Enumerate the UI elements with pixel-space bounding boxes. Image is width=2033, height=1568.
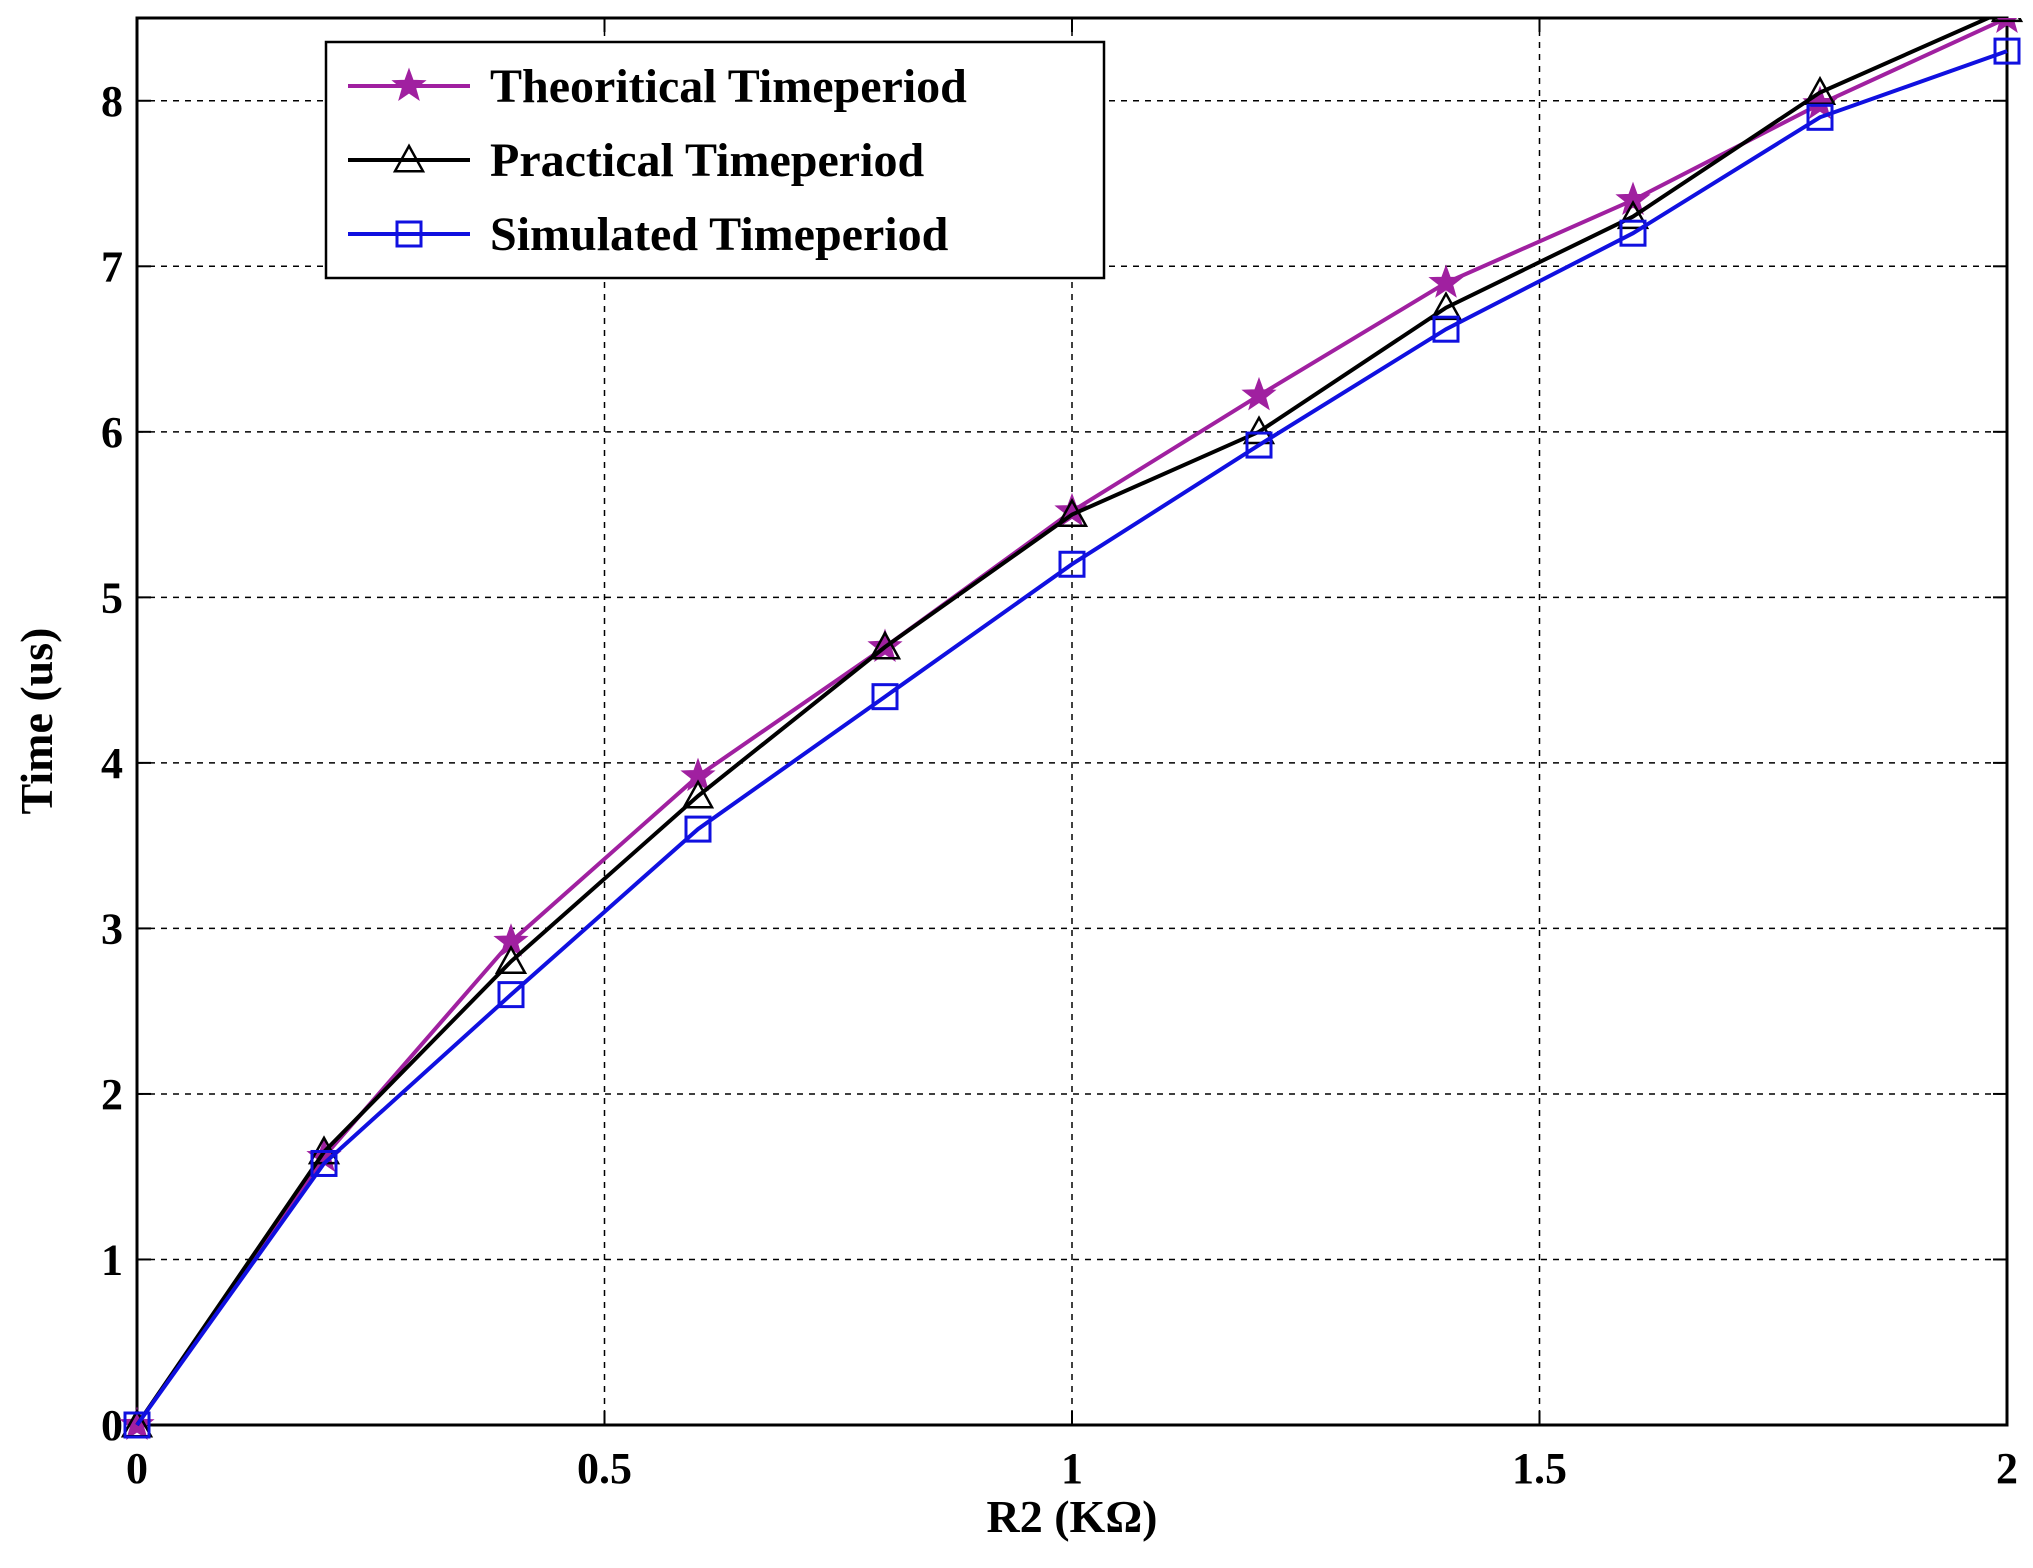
data-point-marker (123, 1411, 151, 1439)
legend: Theoritical Timeperiod Practical Timeperi… (324, 40, 1106, 280)
data-point-marker (868, 630, 902, 660)
data-point-marker (871, 683, 899, 711)
data-point-marker (1803, 75, 1837, 105)
x-tick-label: 2 (1996, 1444, 2018, 1493)
series-group (119, 18, 2024, 1440)
data-point-marker (1432, 315, 1460, 343)
legend-marker (395, 220, 423, 248)
data-point-marker (1990, 18, 2024, 23)
y-tick-label: 2 (101, 1070, 123, 1119)
data-point-marker (1245, 431, 1273, 459)
data-point-marker (1806, 103, 1834, 131)
y-tick-label: 4 (101, 739, 123, 788)
data-point-marker (1428, 264, 1464, 298)
data-point-marker (1241, 376, 1277, 411)
data-point-marker (1615, 181, 1651, 215)
data-point-marker (681, 779, 715, 809)
series-line (135, 18, 1994, 1427)
data-point-marker (1429, 291, 1463, 321)
data-point-marker (494, 944, 528, 974)
x-tick-label: 1.5 (1512, 1444, 1567, 1493)
y-tick-label: 7 (101, 242, 123, 291)
y-tick-label: 8 (101, 77, 123, 126)
data-point-marker (1616, 200, 1650, 230)
y-axis-title: Time (us) (11, 628, 62, 815)
x-axis-ticks: 0 0.5 1 1.5 2 (126, 18, 2018, 1493)
legend-marker (391, 67, 427, 101)
data-point-marker (497, 981, 525, 1009)
series-line (135, 49, 2008, 1427)
legend-label: Theoritical Timeperiod (490, 60, 967, 113)
series-square (123, 37, 2021, 1439)
legend-label: Simulated Timeperiod (490, 208, 949, 261)
data-point-marker (310, 1149, 338, 1177)
data-point-marker (1055, 498, 1089, 528)
x-tick-label: 1 (1061, 1444, 1083, 1493)
x-tick-label: 0 (126, 1444, 148, 1493)
y-tick-label: 0 (101, 1401, 123, 1450)
legend-label: Practical Timeperiod (490, 134, 924, 187)
data-point-marker (684, 815, 712, 843)
data-point-marker (1993, 37, 2021, 65)
y-tick-label: 5 (101, 573, 123, 622)
y-tick-label: 3 (101, 904, 123, 953)
x-axis-title: R2 (KΩ) (987, 1491, 1158, 1542)
x-tick-label: 0.5 (577, 1444, 632, 1493)
data-point-marker (1619, 219, 1647, 247)
data-point-marker (1054, 492, 1090, 527)
data-point-marker (1058, 550, 1086, 578)
y-tick-label: 1 (101, 1235, 123, 1284)
legend-marker (392, 143, 426, 173)
y-tick-label: 6 (101, 408, 123, 457)
